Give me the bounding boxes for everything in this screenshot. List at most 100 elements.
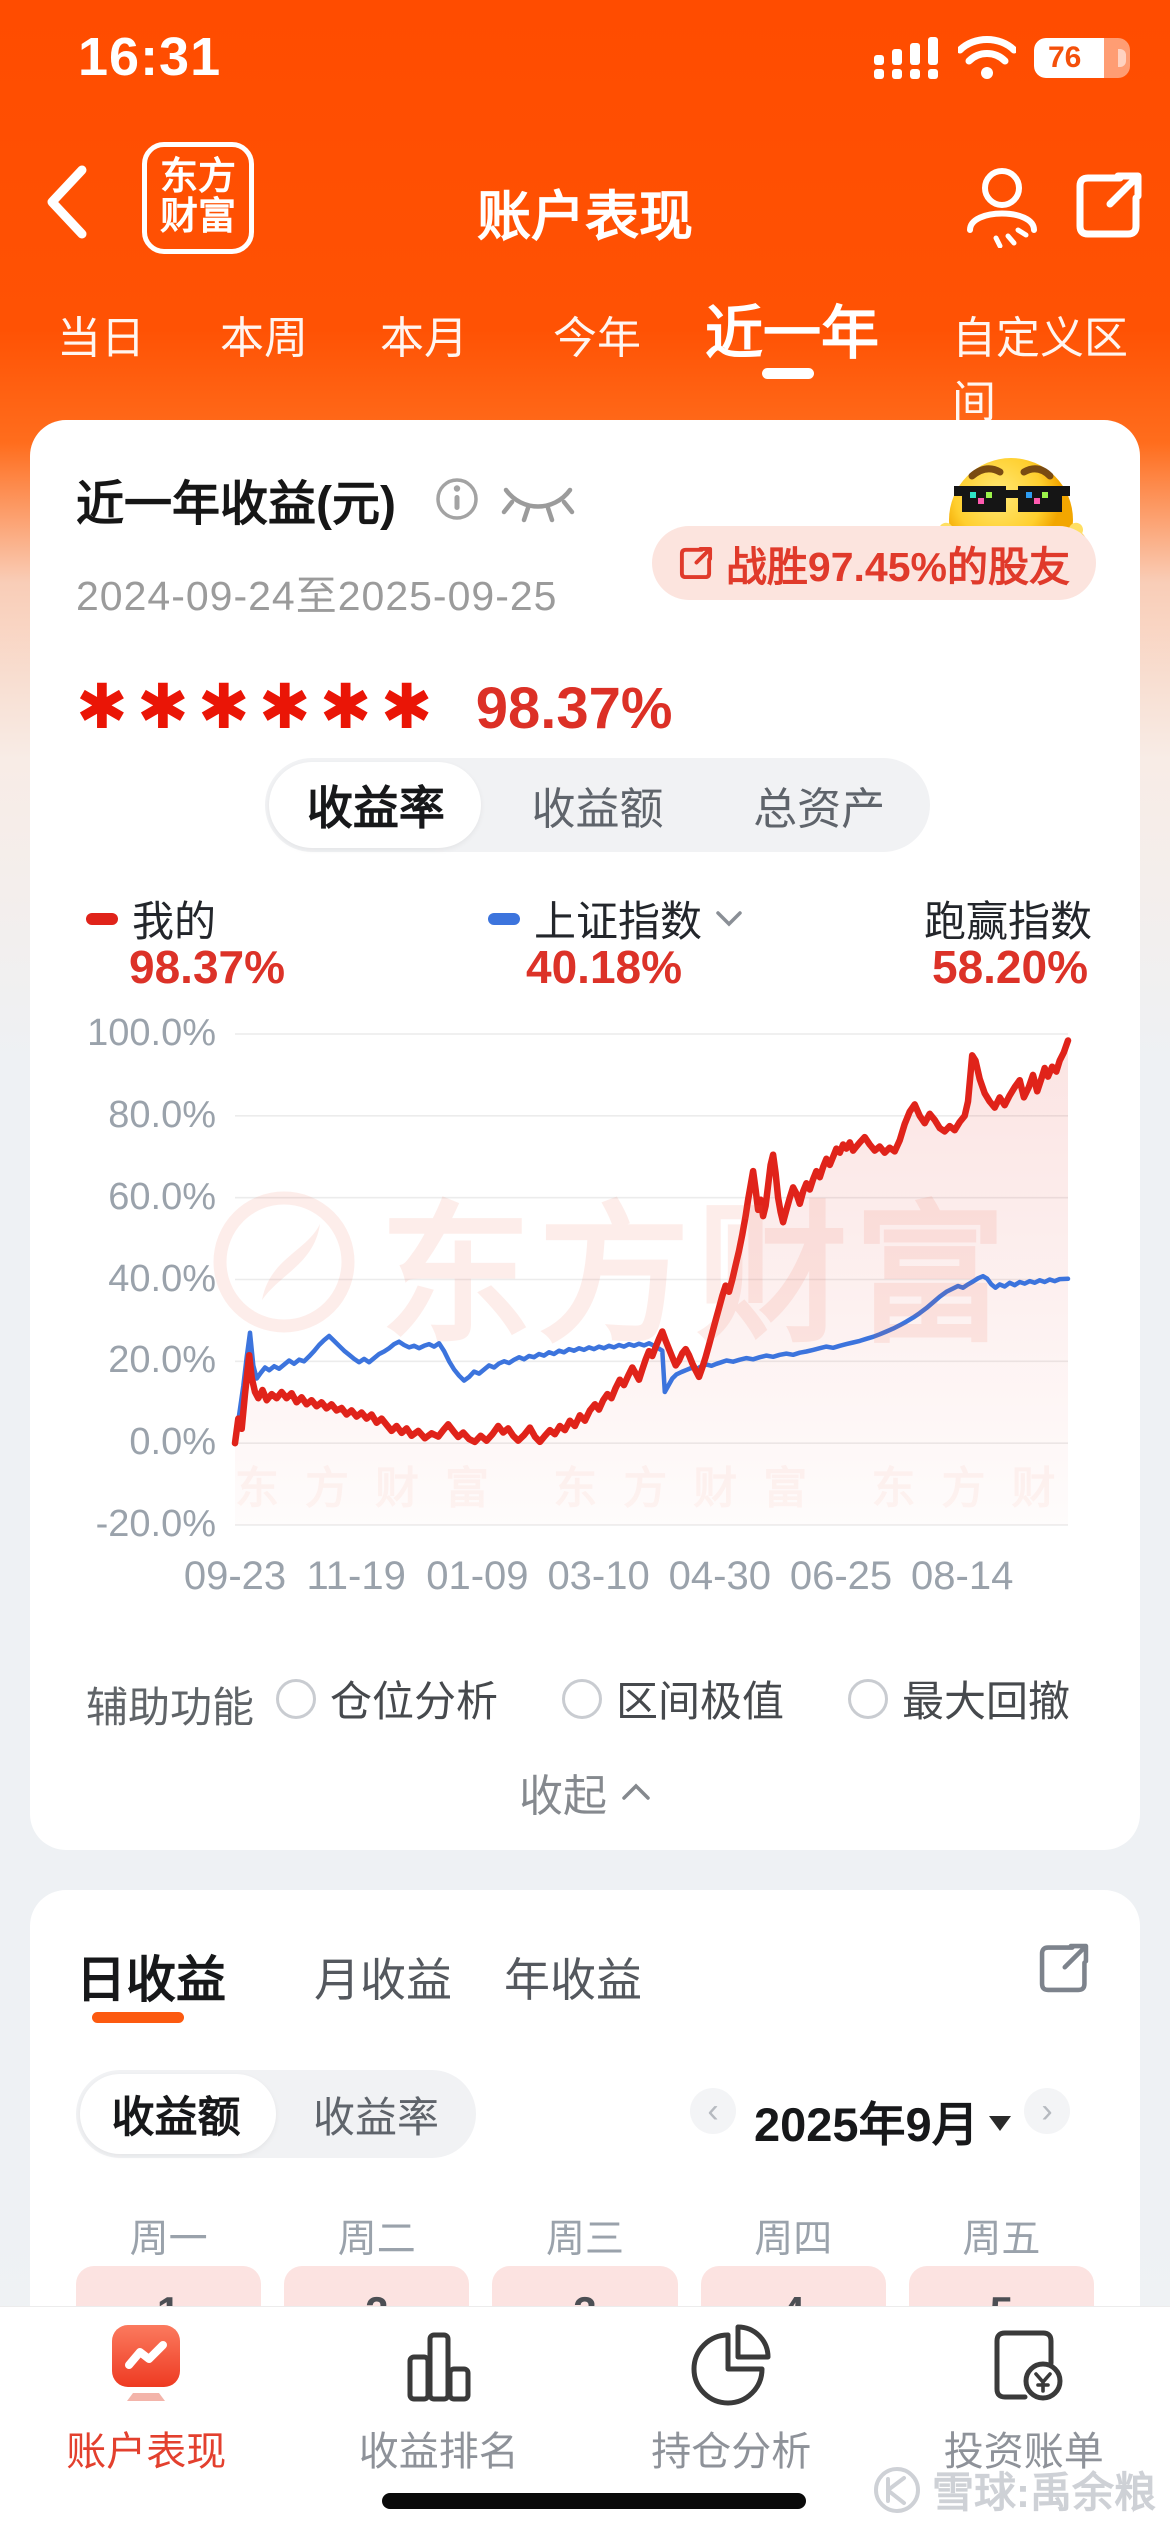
option-position-analysis[interactable]: 仓位分析 <box>276 1668 498 1729</box>
back-chevron-icon <box>47 165 87 239</box>
seg-amount[interactable]: 收益额 <box>111 2094 241 2142</box>
seg-return-amount[interactable]: 收益额 <box>531 785 664 834</box>
legend-index-selector[interactable]: 上证指数 <box>488 888 742 949</box>
legend-mine: 我的 <box>86 888 216 949</box>
tab-custom-range[interactable]: 自定义区间 <box>952 314 1128 427</box>
x-axis-label: 03-10 <box>547 1554 650 1598</box>
radio-icon <box>848 1678 888 1719</box>
y-axis-label: 40.0% <box>108 1257 216 1300</box>
tab-yearly-profit[interactable]: 年收益 <box>504 1954 642 2006</box>
performance-chart-icon <box>112 2325 181 2401</box>
seg-return-rate[interactable]: 收益率 <box>306 782 445 834</box>
next-month-button[interactable]: › <box>1024 2088 1070 2134</box>
page-title: 账户表现 <box>477 187 693 247</box>
logo-line-2: 财富 <box>159 196 236 238</box>
beat-percentage-badge[interactable]: 战胜97.45%的股友 <box>651 526 1096 600</box>
share-button[interactable] <box>1072 168 1146 247</box>
info-icon[interactable] <box>434 476 480 527</box>
metric-segmented-control: 收益率 收益额 总资产 <box>265 758 930 852</box>
share-icon <box>1076 172 1142 238</box>
back-button[interactable] <box>40 162 92 247</box>
month-selector[interactable]: 2025年9月 <box>754 2086 1011 2155</box>
nav-account-performance[interactable]: 账户表现 <box>0 2307 293 2477</box>
person-icon <box>967 168 1037 249</box>
x-axis-label: 08-14 <box>911 1554 1014 1598</box>
x-axis-label: 06-25 <box>789 1554 893 1598</box>
nav-profit-ranking[interactable]: 收益排名 <box>293 2307 586 2477</box>
tab-monthly-profit[interactable]: 月收益 <box>314 1954 452 2006</box>
aux-functions-label: 辅助功能 <box>86 1684 255 1731</box>
tab-this-year[interactable]: 今年 <box>553 314 641 363</box>
radio-icon <box>562 1678 602 1719</box>
calendar-share-button[interactable] <box>1036 1940 1092 2001</box>
daily-tab-underline <box>92 2012 184 2023</box>
logo-line-1: 东方 <box>159 156 236 199</box>
status-icons: 76 <box>874 36 1130 80</box>
tab-daily-profit[interactable]: 日收益 <box>76 1952 226 2008</box>
amount-rate-segmented-control: 收益额 收益率 <box>76 2070 476 2158</box>
bar-chart-icon <box>407 2332 471 2402</box>
status-time: 16:31 <box>78 27 222 87</box>
badge-share-icon <box>679 546 712 580</box>
masked-profit-row: ✱✱✱✱✱✱ 98.37% <box>76 666 672 750</box>
y-axis-label: 80.0% <box>108 1093 216 1136</box>
app-logo[interactable]: 东方 财富 <box>142 142 254 254</box>
date-range: 2024-09-24至2025-09-25 <box>76 573 558 619</box>
radio-icon <box>276 1678 316 1719</box>
option-range-extremes[interactable]: 区间极值 <box>562 1668 784 1729</box>
masked-profit-value: ✱✱✱✱✱✱ <box>76 673 442 742</box>
summary-card: 近一年收益(元) <box>30 420 1140 1850</box>
bill-icon <box>994 2330 1063 2401</box>
nav-position-analysis[interactable]: 持仓分析 <box>585 2307 878 2477</box>
active-tab-underline <box>762 368 814 379</box>
pie-chart-icon <box>691 2324 771 2406</box>
y-axis-label: 60.0% <box>108 1175 216 1218</box>
return-percent: 98.37% <box>475 675 673 741</box>
x-axis-label: 01-09 <box>426 1554 529 1598</box>
caret-down-icon <box>988 2116 1011 2131</box>
battery-icon: 76 <box>1034 38 1130 78</box>
index-value: 40.18% <box>526 941 683 993</box>
y-axis-label: 0.0% <box>129 1421 216 1464</box>
snowball-watermark: 雪球:禹余粮 <box>872 2459 1156 2520</box>
tab-this-month[interactable]: 本月 <box>380 314 468 363</box>
card-title: 近一年收益(元) <box>76 478 396 531</box>
tab-today[interactable]: 当日 <box>57 314 145 363</box>
active-pill <box>269 762 481 848</box>
seg-total-assets[interactable]: 总资产 <box>753 785 886 834</box>
mine-dash-icon <box>86 912 118 925</box>
bottom-nav-bar: 账户表现 收益排名 持仓分析 <box>0 2306 1170 2532</box>
y-axis-label: 100.0% <box>87 1012 216 1054</box>
option-max-drawdown[interactable]: 最大回撤 <box>848 1668 1070 1729</box>
snowball-logo-icon <box>874 2466 920 2513</box>
mine-value: 98.37% <box>129 941 286 993</box>
tab-past-year[interactable]: 近一年 <box>705 301 880 366</box>
performance-chart[interactable]: 东方财富 东方财富 东方财富 东方财富 东方财富 东方财富 东方财富 东方财富 … <box>213 1033 1072 1526</box>
hide-amount-eye-icon[interactable] <box>500 484 576 529</box>
nav-investment-bill[interactable]: 投资账单 <box>878 2307 1170 2477</box>
badge-text: 战胜97.45%的股友 <box>725 544 1070 590</box>
profile-button[interactable] <box>962 164 1042 253</box>
index-dash-icon <box>488 912 520 925</box>
snowball-watermark-text: 雪球:禹余粮 <box>932 2469 1156 2516</box>
tab-this-week[interactable]: 本周 <box>220 314 308 363</box>
x-axis-label: 04-30 <box>668 1554 771 1598</box>
cellular-signal-icon <box>874 37 938 79</box>
weekday-header: 周一 周二 周三 周四 周五 <box>129 2218 1041 2261</box>
chevron-up-icon <box>622 1783 650 1800</box>
x-axis-label: 11-19 <box>306 1554 406 1598</box>
seg-rate[interactable]: 收益率 <box>312 2093 439 2141</box>
chevron-down-icon <box>716 910 742 926</box>
prev-month-button[interactable]: ‹ <box>690 2088 736 2134</box>
outperform-value: 58.20% <box>931 941 1088 993</box>
wifi-icon <box>958 36 1016 79</box>
share-icon <box>1039 1943 1089 1993</box>
y-axis-label: 20.0% <box>108 1339 216 1382</box>
legend-outperform: 跑赢指数 <box>923 898 1092 945</box>
x-axis-label: 09-23 <box>183 1554 287 1598</box>
active-pill <box>80 2074 276 2154</box>
collapse-button[interactable]: 收起 <box>30 1760 1140 1824</box>
home-indicator[interactable] <box>382 2493 806 2509</box>
y-axis-label: -20.0% <box>95 1503 216 1545</box>
